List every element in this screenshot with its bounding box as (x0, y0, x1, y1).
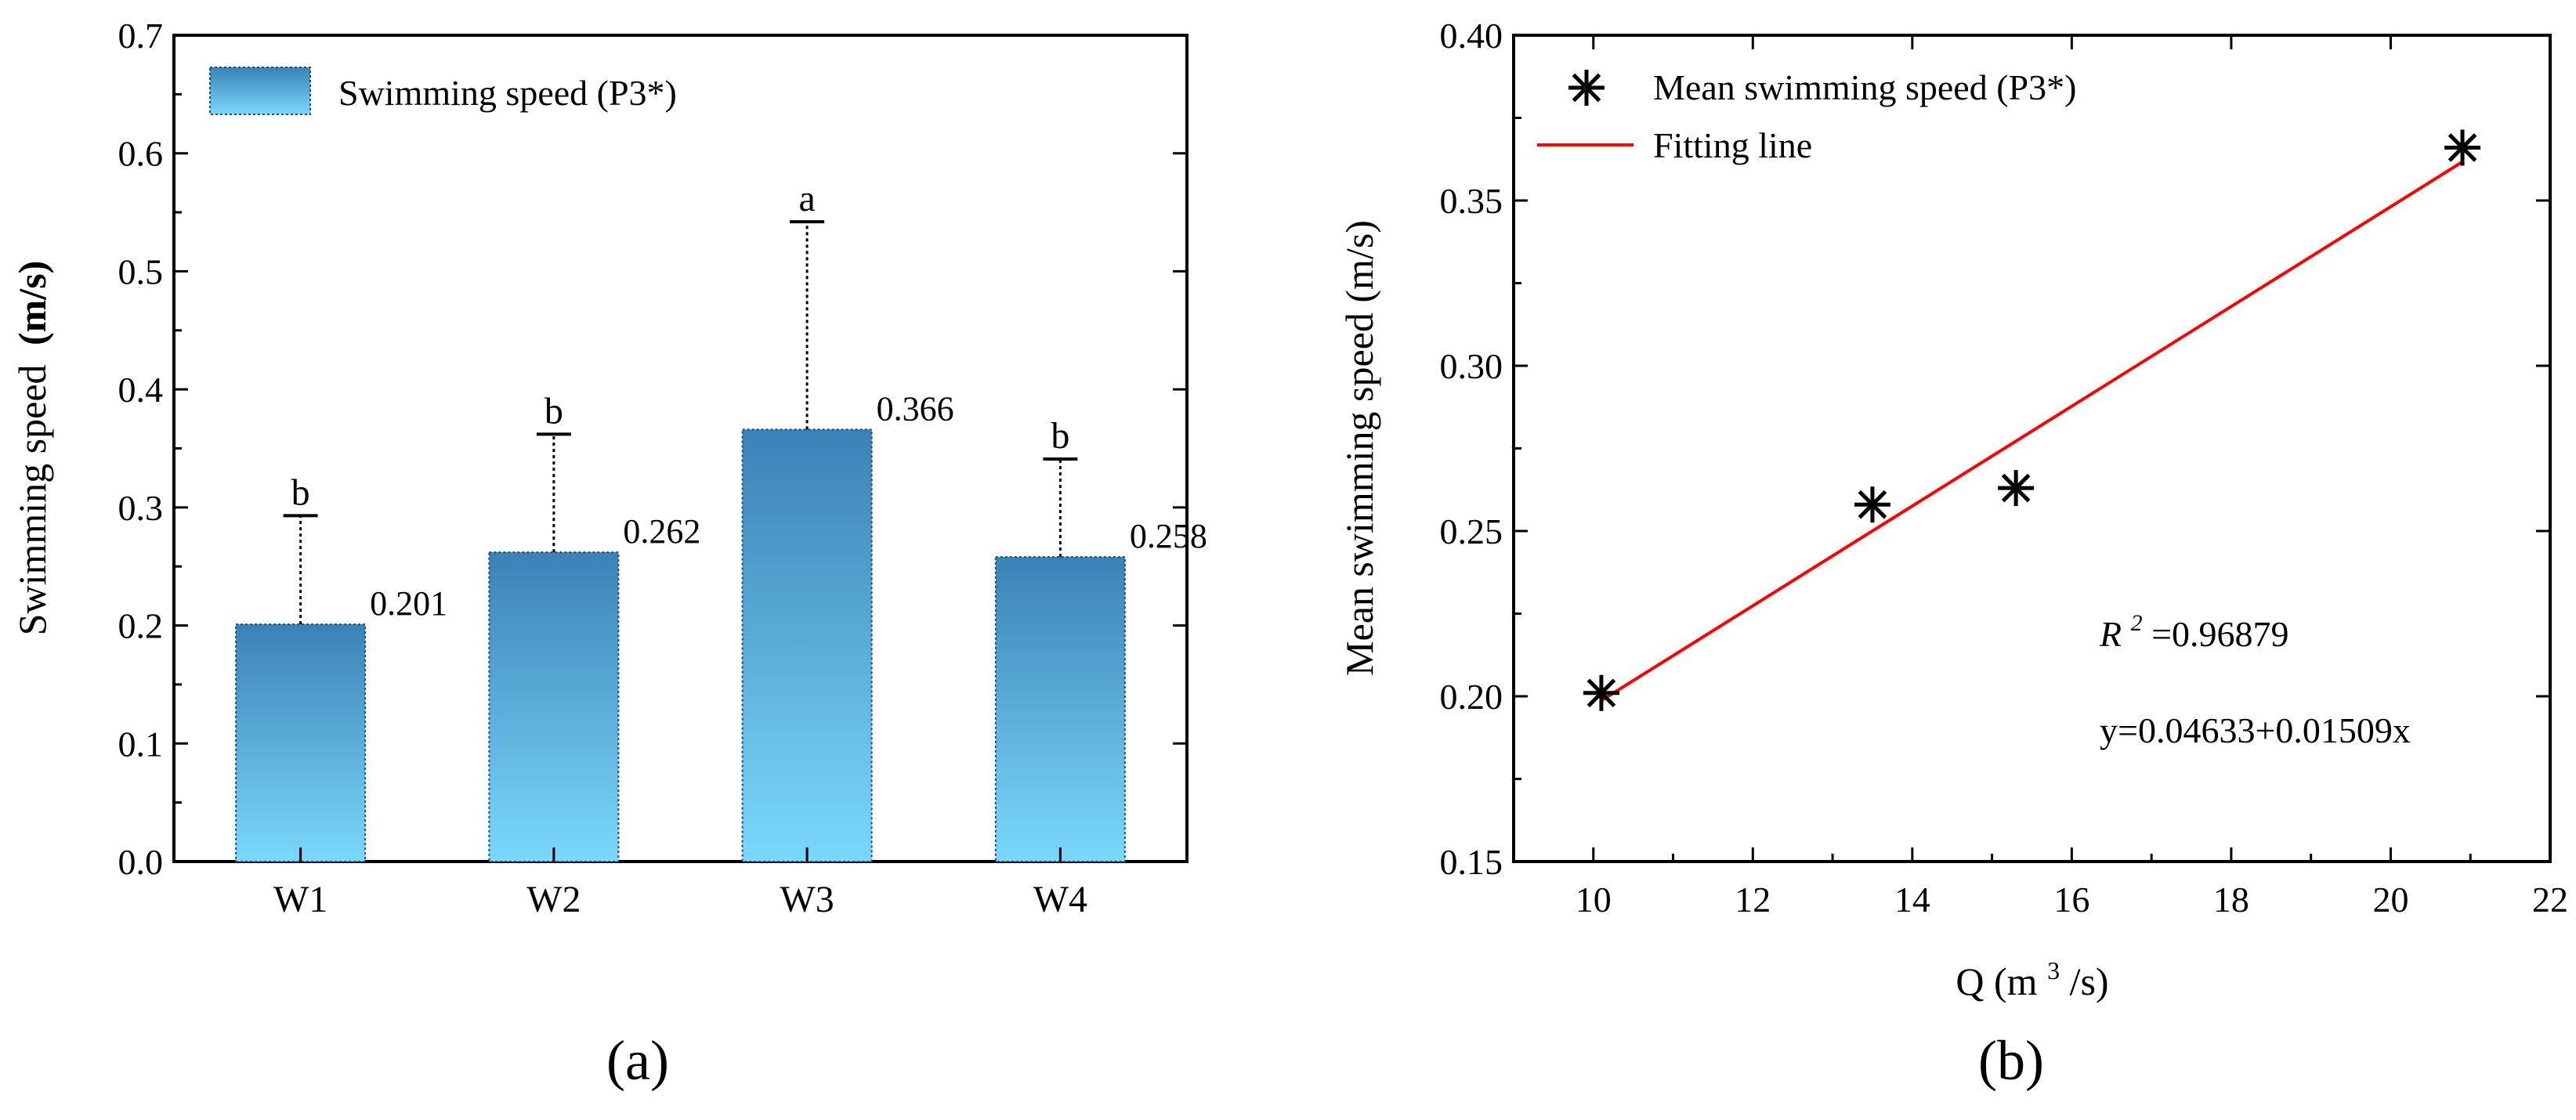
y-tick-label-a: 0.3 (118, 488, 164, 528)
x-category-label: W1 (273, 879, 327, 920)
y-axis-title-a-plain: Swimming speed (10, 364, 54, 635)
scatter-points (1583, 129, 2481, 711)
x-axis-b: 10 12 14 16 18 20 22 (1512, 35, 2568, 919)
fit-equation-annotation: y=0.04633+0.01509x (2100, 710, 2411, 750)
y-tick-label-b: 0.15 (1440, 842, 1503, 882)
y-tick-label-b: 0.35 (1440, 181, 1503, 221)
y-tick-label-a: 0.6 (118, 134, 164, 174)
bar (488, 551, 620, 863)
x-axis-title-b-sup: 3 (2047, 956, 2060, 985)
x-tick-label-b: 22 (2532, 880, 2568, 919)
value-label: 0.262 (623, 512, 700, 551)
star-stroke (1572, 73, 1601, 103)
legend-b-marker (1568, 70, 1605, 106)
value-label: 0.366 (877, 389, 954, 428)
x-tick-label-b: 18 (2213, 880, 2249, 919)
scatter-point (2444, 129, 2481, 166)
y-tick-label-a: 0.5 (118, 251, 164, 291)
y-axis-title-a: Swimming speed (m/s) (10, 261, 54, 636)
r-squared-value: =0.96879 (2151, 614, 2288, 654)
panel-label-a: (a) (606, 1029, 669, 1092)
x-axis-title-b-prefix: Q (m (1956, 959, 2037, 1003)
significance-letter: b (1051, 415, 1069, 457)
y-tick-label-a: 0.4 (118, 370, 164, 410)
legend-a: Swimming speed (P3*) (209, 67, 677, 115)
fit-line-group (1600, 160, 2464, 703)
star-stroke (2001, 473, 2031, 503)
bar-labels: b 0.201 b 0.262 a 0.366 b 0.258 (291, 178, 1207, 623)
bar (994, 556, 1126, 863)
y-tick-label-a: 0.1 (118, 724, 164, 764)
star-stroke (2448, 133, 2477, 162)
x-category-label: W2 (526, 879, 581, 920)
legend-b: Mean swimming speed (P3*) Fitting line (1537, 67, 2076, 165)
y-axis-title-a-bold: (m/s) (10, 261, 54, 345)
legend-marker-symbol (1568, 70, 1605, 106)
x-tick-label-b: 20 (2372, 880, 2408, 919)
x-axis-title-b-suffix: /s) (2070, 959, 2109, 1003)
y-tick-label-b: 0.30 (1440, 346, 1503, 386)
x-category-label: W3 (780, 879, 834, 920)
y-axis-b: 0.15 0.20 0.25 0.30 0.35 0.40 (1440, 16, 2550, 882)
y-tick-label-a: 0.0 (118, 842, 164, 882)
value-label: 0.258 (1130, 517, 1207, 555)
y-axis-title-b: Mean swimming speed (m/s) (1337, 220, 1381, 676)
y-tick-label-b: 0.20 (1440, 677, 1503, 717)
x-tick-label-b: 14 (1894, 880, 1930, 919)
x-category-label: W4 (1033, 879, 1087, 920)
y-axis-a: 0.0 0.1 0.2 0.3 0.4 0.5 0.6 0.7 (118, 16, 1187, 882)
panel-label-b: (b) (1978, 1029, 2044, 1092)
x-axis-title-b: Q (m 3 /s) (1956, 944, 2108, 1003)
legend-b-marker-label: Mean swimming speed (P3*) (1653, 67, 2076, 107)
y-tick-label-a: 0.7 (118, 16, 164, 56)
x-axis-a: W1 W2 W3 W4 (273, 847, 1087, 920)
y-tick-label-b: 0.40 (1440, 16, 1503, 56)
y-tick-label-a: 0.2 (118, 606, 164, 646)
bars (235, 428, 1126, 863)
x-tick-label-b: 12 (1735, 880, 1771, 919)
r-squared-sup: 2 (2131, 610, 2143, 636)
r-squared-annotation: R 2 =0.96879 (2099, 598, 2289, 654)
legend-b-line-label: Fitting line (1653, 125, 1812, 165)
scatter-point (1854, 486, 1890, 523)
r-squared-symbol: R (2099, 614, 2122, 654)
legend-a-label: Swimming speed (P3*) (338, 73, 677, 113)
x-tick-label-b: 16 (2053, 880, 2089, 919)
scatter-point (1583, 674, 1619, 711)
bar-chart-panel-a: 0.00.10.20.30.40.50.60.7 b0.201b0.262a0.… (10, 16, 1207, 1092)
bar (741, 428, 873, 862)
significance-letter: a (798, 178, 815, 219)
bar (235, 623, 367, 862)
legend-a-swatch (209, 67, 311, 115)
star-stroke (1858, 490, 1887, 519)
error-bars (283, 220, 1078, 625)
significance-letter: b (545, 390, 563, 432)
value-label: 0.201 (370, 584, 447, 623)
fit-line (1600, 160, 2464, 703)
star-stroke (1586, 678, 1616, 708)
y-tick-label-b: 0.25 (1440, 511, 1503, 551)
scatter-chart-panel-b: 0.150.200.250.300.350.40 10 12 14 16 18 20 22 … (1337, 16, 2568, 1092)
significance-letter: b (291, 471, 310, 513)
x-tick-label-b: 10 (1576, 880, 1612, 919)
scatter-point (1998, 470, 2035, 507)
